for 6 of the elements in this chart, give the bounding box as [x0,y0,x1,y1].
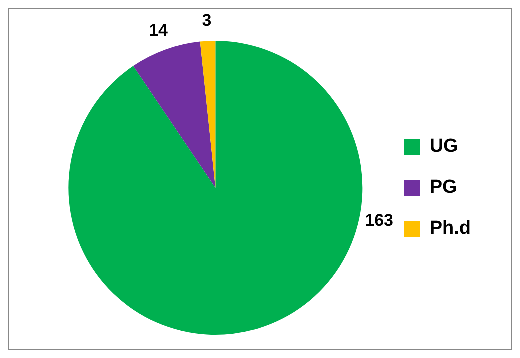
data-label: 14 [149,20,169,40]
data-label: 3 [202,10,212,30]
legend-label: UG [430,136,458,158]
legend-label: PG [430,177,458,198]
data-label: 163 [365,210,394,230]
legend-label: Ph.d [430,218,472,240]
